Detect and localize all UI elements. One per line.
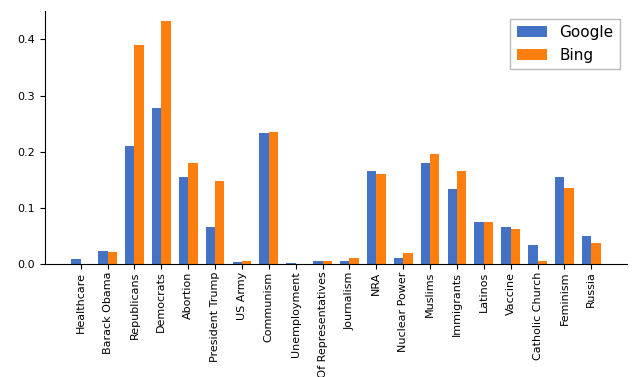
Bar (108, 251, 117, 264)
Bar (232, 262, 242, 264)
Bar (555, 177, 564, 264)
Bar (511, 229, 520, 264)
Bar (564, 188, 574, 264)
Bar (152, 108, 161, 264)
Bar (420, 163, 430, 264)
Bar (242, 261, 252, 264)
Bar (501, 227, 511, 264)
Bar (134, 45, 144, 264)
Bar (591, 242, 601, 264)
Bar (125, 146, 134, 264)
Bar (484, 222, 493, 264)
Bar (205, 227, 215, 264)
Bar (259, 133, 269, 264)
Bar (582, 236, 591, 264)
Bar (457, 171, 467, 264)
Bar (313, 261, 323, 264)
Bar (161, 21, 171, 264)
Legend: Google, Bing: Google, Bing (511, 19, 620, 69)
Bar (215, 181, 225, 264)
Bar (528, 245, 538, 264)
Bar (188, 163, 198, 264)
Bar (323, 261, 332, 264)
Bar (403, 253, 413, 264)
Bar (376, 174, 386, 264)
Bar (394, 258, 403, 264)
Bar (538, 261, 547, 264)
Bar (98, 251, 108, 264)
Bar (179, 177, 188, 264)
Bar (71, 259, 81, 264)
Bar (269, 132, 278, 264)
Bar (447, 189, 457, 264)
Bar (474, 222, 484, 264)
Bar (367, 171, 376, 264)
Bar (430, 155, 440, 264)
Bar (340, 261, 349, 264)
Bar (286, 263, 296, 264)
Bar (349, 258, 359, 264)
